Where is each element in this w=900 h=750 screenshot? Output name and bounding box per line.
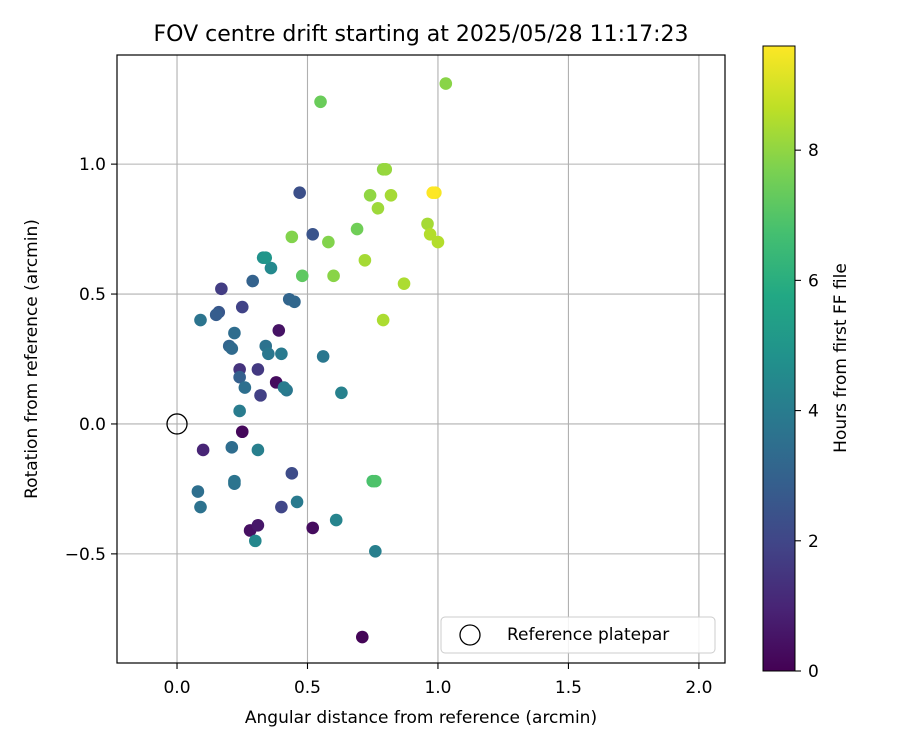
legend-marker-open-circle [459,624,481,646]
data-point [397,277,411,290]
x-tick-label: 1.0 [424,678,451,698]
data-point [194,500,207,514]
data-point [355,630,369,644]
x-tick-label: 1.5 [555,678,582,698]
colorbar-tick-label: 6 [808,271,819,291]
data-point [290,495,304,509]
data-point [275,347,288,361]
data-point [275,500,288,514]
data-point [194,313,207,327]
data-point [215,282,228,296]
colorbar-tick-label: 2 [808,532,819,552]
data-point [293,186,306,200]
colorbar-ticks: 0 2 4 6 8 [795,141,819,682]
data-point [329,513,343,527]
data-point [431,235,445,249]
data-point [272,324,286,337]
grid [117,55,725,663]
x-tick-label: 2.0 [685,678,712,698]
data-point [191,485,205,498]
data-point [262,347,275,361]
colorbar-label: Hours from first FF file [831,263,851,453]
plot-frame [116,54,726,664]
colorbar: 0 2 4 6 8 Hours from first FF file [762,45,851,682]
data-point [376,313,390,327]
data-point [285,467,299,480]
data-point [233,370,246,384]
y-tick-label: −0.5 [65,545,106,565]
colorbar-tick-label: 4 [808,402,819,422]
x-tick-label: 0.0 [163,678,190,698]
y-axis-label: Rotation from reference (arcmin) [22,219,42,499]
data-point [350,222,364,236]
reference-marker [166,413,188,435]
data-point [306,227,320,241]
data-point [209,308,223,322]
data-point [426,186,440,200]
legend: Reference platepar [440,616,716,654]
data-point [251,518,265,532]
data-point [228,326,241,340]
data-point [314,95,327,109]
x-tick-label: 0.5 [294,678,321,698]
data-point [251,363,265,376]
data-point [238,381,252,394]
data-point [371,201,385,215]
data-point [228,474,241,488]
data-point [363,189,377,202]
data-point [384,189,398,202]
data-point [254,389,267,402]
data-point [358,253,372,267]
data-point [322,235,335,249]
data-point [335,386,348,400]
colorbar-gradient [762,45,796,672]
data-point [285,230,299,244]
data-point [369,544,382,558]
legend-box [440,616,716,654]
data-point [327,269,340,283]
data-point [423,227,437,241]
data-point [235,425,249,439]
data-point [259,251,273,264]
data-point [196,443,210,457]
data-point [235,300,249,314]
y-tick-label: 0.5 [79,285,106,305]
data-point [421,217,434,231]
data-point [251,443,265,457]
data-point [369,474,382,488]
data-point [277,381,291,394]
y-axis-ticks: −0.5 0.0 0.5 1.0 [65,155,117,565]
x-axis-ticks: 0.0 0.5 1.0 1.5 2.0 [163,663,712,698]
y-tick-label: 1.0 [79,155,106,175]
y-tick-label: 0.0 [79,415,106,435]
data-point [264,261,278,275]
data-points [191,77,453,644]
colorbar-tick-label: 0 [808,662,819,682]
data-point [295,269,309,283]
chart-title: FOV centre drift starting at 2025/05/28 … [154,22,689,47]
colorbar-tick-label: 8 [808,141,819,161]
reference-point [166,413,188,435]
data-point [316,350,330,363]
data-point [306,521,320,535]
data-point [225,441,239,454]
legend-label: Reference platepar [507,625,669,645]
data-point [246,274,259,288]
x-axis-label: Angular distance from reference (arcmin) [245,708,597,728]
data-point [439,77,453,90]
data-point [233,404,246,418]
data-point [225,342,239,355]
data-point [249,534,262,548]
data-point [379,163,393,176]
data-point [288,295,301,309]
